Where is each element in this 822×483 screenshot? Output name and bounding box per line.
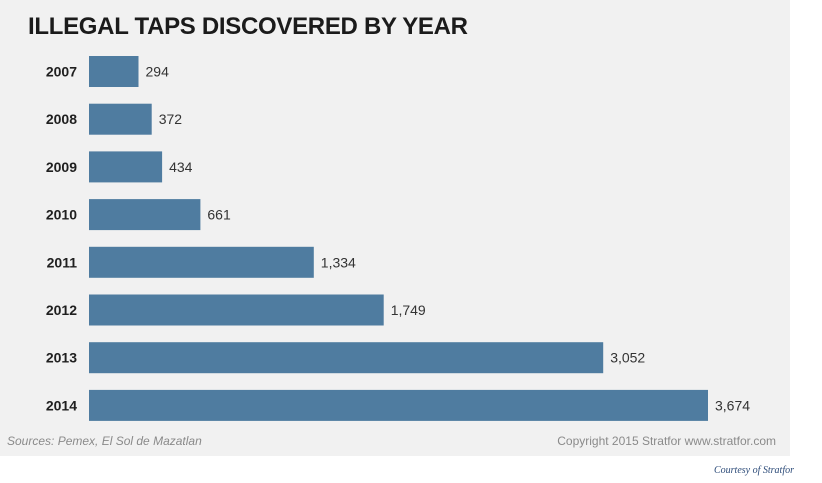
copyright-note: Copyright 2015 Stratfor www.stratfor.com — [557, 434, 776, 448]
year-label: 2012 — [46, 302, 77, 318]
sources-note: Sources: Pemex, El Sol de Mazatlan — [7, 434, 202, 448]
value-label: 372 — [159, 111, 183, 127]
bar — [89, 199, 201, 231]
year-label: 2014 — [46, 397, 77, 413]
bar — [89, 342, 604, 374]
value-label: 1,749 — [391, 302, 426, 318]
bar — [89, 294, 384, 326]
bar — [89, 389, 708, 421]
bar — [89, 246, 314, 278]
year-label: 2009 — [46, 159, 77, 175]
value-label: 434 — [169, 159, 193, 175]
year-label: 2008 — [46, 111, 77, 127]
value-label: 294 — [146, 64, 170, 80]
bar — [89, 56, 139, 87]
value-label: 3,674 — [715, 397, 750, 413]
year-label: 2011 — [47, 254, 78, 270]
year-label: 2007 — [46, 64, 77, 80]
bar — [89, 103, 152, 135]
year-label: 2010 — [46, 207, 77, 223]
chart-title: ILLEGAL TAPS DISCOVERED BY YEAR — [28, 13, 468, 40]
value-label: 1,334 — [321, 254, 356, 270]
bar-chart: 2007 294 2008 372 2009 434 2010 661 2011 1,334 201… — [46, 56, 750, 421]
image-credit: Courtesy of Stratfor — [713, 465, 794, 476]
value-label: 3,052 — [610, 350, 645, 366]
year-label: 2013 — [46, 350, 77, 366]
bar — [89, 151, 163, 183]
value-label: 661 — [207, 207, 231, 223]
